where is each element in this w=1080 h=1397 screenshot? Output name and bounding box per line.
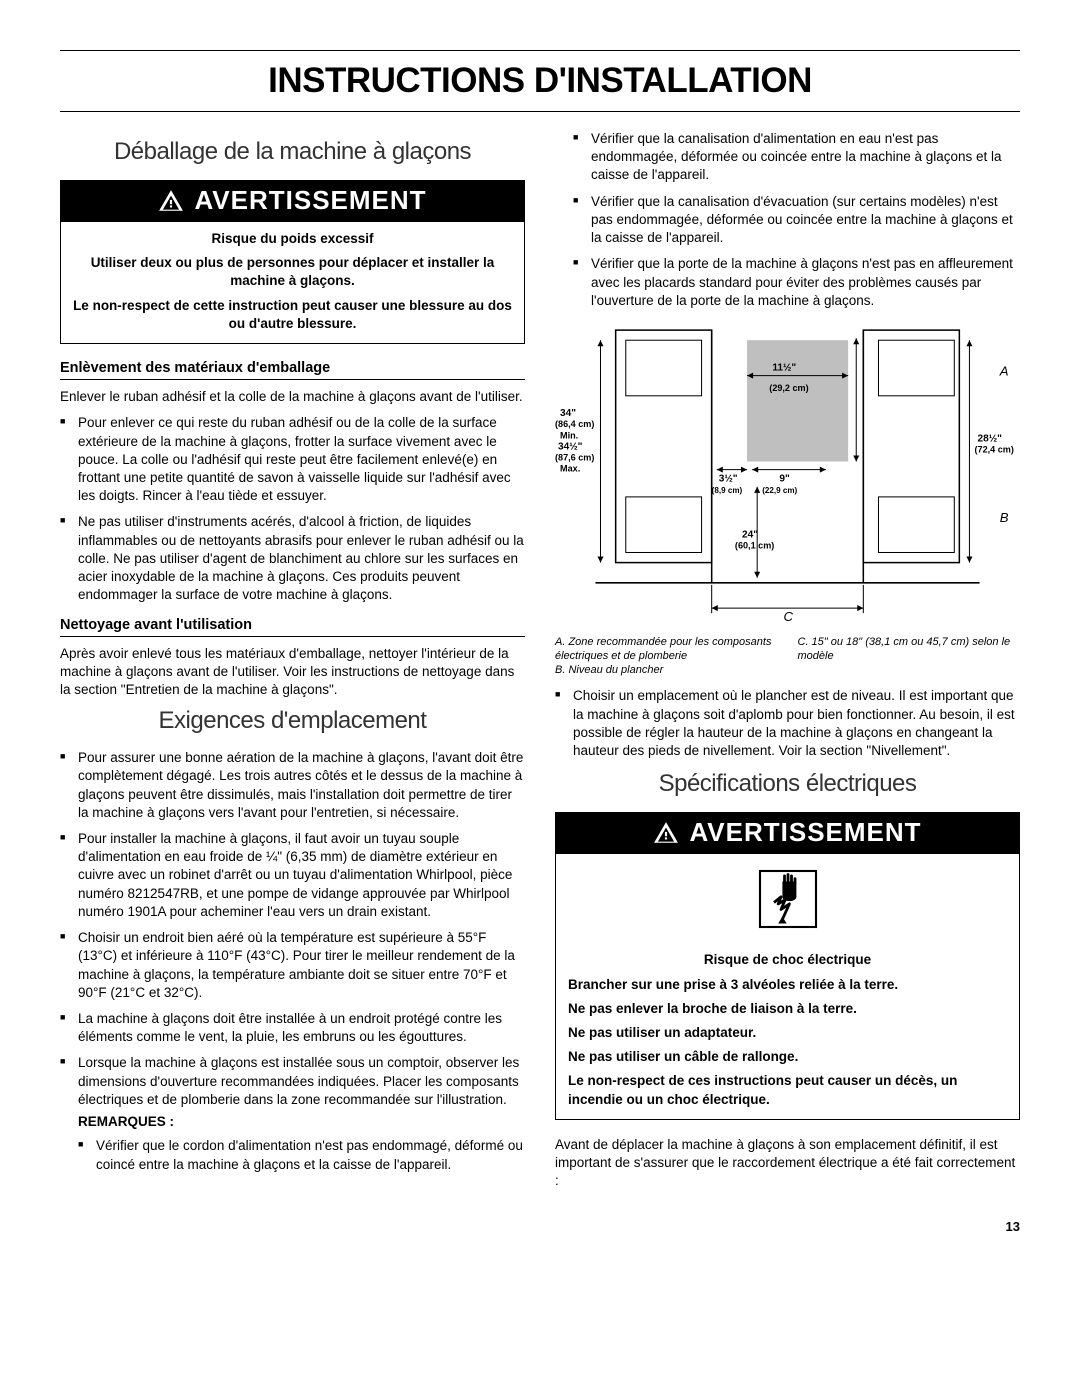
legend-c: C. 15" ou 18" (38,1 cm ou 45,7 cm) selon…: [798, 636, 1021, 677]
svg-text:(86,4 cm): (86,4 cm): [555, 419, 594, 429]
svg-text:34": 34": [560, 408, 576, 419]
bullet-item: Pour installer la machine à glaçons, il …: [78, 830, 525, 921]
sub-bullet-list: Vérifier que le cordon d'alimentation n'…: [78, 1137, 525, 1173]
section-electrical-title: Spécifications électriques: [555, 770, 1020, 798]
two-column-layout: Déballage de la machine à glaçons AVERTI…: [60, 130, 1020, 1199]
warning-text: Brancher sur une prise à 3 alvéoles reli…: [568, 976, 1007, 994]
warning-text: Ne pas enlever la broche de liaison à la…: [568, 1000, 1007, 1018]
bullet-item: Pour enlever ce qui reste du ruban adhés…: [78, 414, 525, 505]
svg-text:Max.: Max.: [560, 464, 580, 474]
body-text: Après avoir enlevé tous les matériaux d'…: [60, 645, 525, 700]
diagram-legend: A. Zone recommandée pour les composants …: [555, 636, 1020, 677]
warning-header: AVERTISSEMENT: [61, 181, 524, 222]
warning-text: Le non-respect de cette instruction peut…: [73, 297, 512, 333]
legend-b: B. Niveau du plancher: [555, 664, 778, 678]
svg-text:11½": 11½": [772, 363, 796, 374]
body-text: Avant de déplacer la machine à glaçons à…: [555, 1136, 1020, 1191]
bullet-item: Lorsque la machine à glaçons est install…: [78, 1054, 525, 1173]
shock-hand-icon: [753, 864, 823, 934]
bullet-list: Pour assurer une bonne aération de la ma…: [60, 749, 525, 1174]
warning-shock-box: AVERTISSEMENT Risque de choc électrique …: [555, 812, 1020, 1120]
alert-icon: [158, 188, 184, 214]
installation-diagram: 34" (86,4 cm) Min. 34½" (87,6 cm) Max. 1…: [555, 320, 1020, 628]
subheading-removal: Enlèvement des matériaux d'emballage: [60, 360, 525, 380]
bullet-text: Lorsque la machine à glaçons est install…: [78, 1055, 519, 1106]
warning-body: Risque du poids excessif Utiliser deux o…: [61, 222, 524, 343]
page-number: 13: [60, 1219, 1020, 1234]
warning-risk: Risque du poids excessif: [73, 230, 512, 248]
warning-text: Utiliser deux ou plus de personnes pour …: [73, 254, 512, 290]
warning-text: Ne pas utiliser un adaptateur.: [568, 1024, 1007, 1042]
section-unpacking-title: Déballage de la machine à glaçons: [60, 138, 525, 166]
svg-text:9": 9": [779, 474, 790, 485]
alert-icon: [653, 820, 679, 846]
subheading-cleaning: Nettoyage avant l'utilisation: [60, 617, 525, 637]
svg-text:(87,6 cm): (87,6 cm): [555, 452, 594, 462]
page-title: INSTRUCTIONS D'INSTALLATION: [60, 50, 1020, 112]
sub-bullet-item: Vérifier que la canalisation d'alimentat…: [591, 130, 1020, 185]
warning-text: Le non-respect de ces instructions peut …: [568, 1072, 1007, 1108]
bullet-item: Choisir un emplacement où le plancher es…: [573, 687, 1020, 760]
continuation-bullets: Vérifier que la canalisation d'alimentat…: [555, 130, 1020, 310]
section-location-title: Exigences d'emplacement: [60, 707, 525, 735]
svg-text:34½": 34½": [558, 441, 583, 452]
bullet-item: La machine à glaçons doit être installée…: [78, 1010, 525, 1046]
svg-text:A: A: [999, 364, 1009, 379]
bullet-list: Pour enlever ce qui reste du ruban adhés…: [60, 414, 525, 604]
svg-text:(22,9 cm): (22,9 cm): [762, 486, 797, 495]
warning-risk: Risque de choc électrique: [568, 951, 1007, 969]
svg-text:B: B: [1000, 510, 1009, 525]
sub-bullet-item: Vérifier que la canalisation d'évacuatio…: [591, 193, 1020, 248]
warning-weight-box: AVERTISSEMENT Risque du poids excessif U…: [60, 180, 525, 344]
shock-icon-row: [556, 854, 1019, 943]
warning-label: AVERTISSEMENT: [689, 817, 921, 848]
sub-bullet-item: Vérifier que la porte de la machine à gl…: [591, 255, 1020, 310]
legend-a: A. Zone recommandée pour les composants …: [555, 636, 778, 664]
warning-header: AVERTISSEMENT: [556, 813, 1019, 854]
svg-text:(8,9 cm): (8,9 cm): [712, 486, 743, 495]
diagram-svg: 34" (86,4 cm) Min. 34½" (87,6 cm) Max. 1…: [555, 320, 1020, 623]
svg-text:Min.: Min.: [560, 430, 578, 440]
bullet-item: Pour assurer une bonne aération de la ma…: [78, 749, 525, 822]
bullet-list: Choisir un emplacement où le plancher es…: [555, 687, 1020, 760]
bullet-item: Ne pas utiliser d'instruments acérés, d'…: [78, 513, 525, 604]
bullet-item: Choisir un endroit bien aéré où la tempé…: [78, 929, 525, 1002]
svg-text:(29,2 cm): (29,2 cm): [769, 383, 808, 393]
warning-body: Risque de choc électrique Brancher sur u…: [556, 943, 1019, 1119]
svg-text:C: C: [783, 609, 793, 623]
svg-text:(60,1 cm): (60,1 cm): [735, 540, 774, 550]
warning-label: AVERTISSEMENT: [194, 185, 426, 216]
sub-bullet-item: Vérifier que le cordon d'alimentation n'…: [96, 1137, 525, 1173]
svg-text:(72,4 cm): (72,4 cm): [975, 444, 1014, 454]
left-column: Déballage de la machine à glaçons AVERTI…: [60, 130, 525, 1199]
warning-text: Ne pas utiliser un câble de rallonge.: [568, 1048, 1007, 1066]
svg-text:3½": 3½": [719, 474, 738, 485]
intro-text: Enlever le ruban adhésif et la colle de …: [60, 388, 525, 406]
svg-text:28½": 28½": [978, 433, 1003, 444]
remarks-label: REMARQUES :: [78, 1113, 525, 1131]
svg-text:24": 24": [742, 529, 758, 540]
right-column: Vérifier que la canalisation d'alimentat…: [555, 130, 1020, 1199]
